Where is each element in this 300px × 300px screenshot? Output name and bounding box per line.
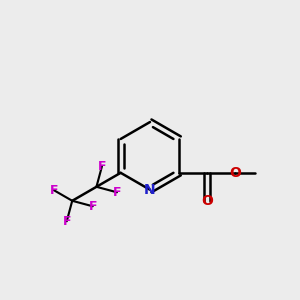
- Text: O: O: [201, 194, 213, 208]
- Text: F: F: [113, 186, 121, 199]
- Text: F: F: [88, 200, 97, 213]
- Text: O: O: [229, 166, 241, 180]
- Text: N: N: [144, 183, 156, 197]
- Text: F: F: [98, 160, 106, 173]
- Text: F: F: [62, 215, 71, 228]
- Text: F: F: [50, 184, 58, 197]
